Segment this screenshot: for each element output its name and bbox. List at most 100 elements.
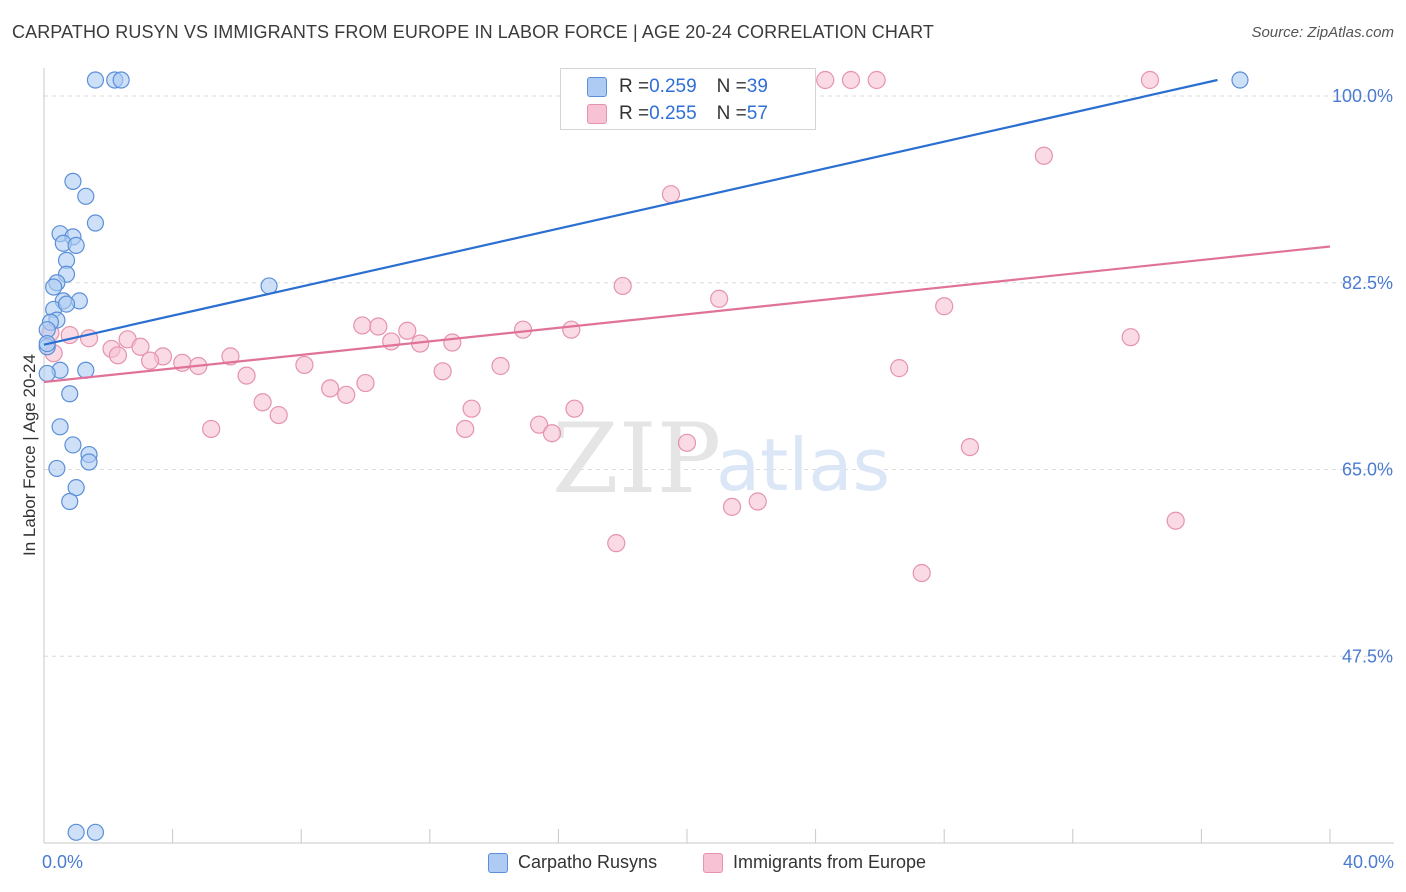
- immigrants-point: [321, 379, 340, 398]
- immigrants-point: [369, 317, 388, 336]
- immigrants-point: [398, 321, 417, 340]
- y-tick-label: 65.0%: [1342, 460, 1393, 480]
- carpatho-point: [48, 459, 66, 478]
- legend-n-value: 57: [746, 103, 768, 124]
- correlation-legend: R = 0.259 N = 39 R = 0.255 N = 57: [560, 68, 816, 130]
- trend-lines: [43, 78, 1331, 384]
- immigrants-point: [1140, 70, 1160, 90]
- legend-swatch-pink: [703, 852, 723, 873]
- y-tick-label: 47.5%: [1342, 646, 1393, 666]
- immigrants-point: [607, 534, 626, 553]
- immigrants-point: [131, 337, 150, 356]
- immigrants-point: [542, 424, 562, 443]
- carpatho-point: [45, 278, 63, 296]
- y-tick-label: 82.5%: [1342, 273, 1393, 293]
- immigrants-point: [562, 320, 581, 339]
- carpatho-trend-line: [43, 78, 1218, 346]
- carpatho-point: [86, 71, 105, 89]
- immigrants-point: [530, 415, 549, 434]
- immigrants-point: [960, 437, 980, 457]
- immigrants-point: [337, 385, 356, 404]
- legend-r-value: 0.255: [649, 103, 697, 124]
- immigrants-point: [462, 399, 481, 418]
- y-tick-label: 100.0%: [1332, 86, 1393, 106]
- immigrants-point: [443, 333, 462, 352]
- immigrants-trend-line: [43, 245, 1331, 384]
- immigrants-point: [748, 492, 767, 511]
- x-tick-label-max: 40.0%: [1342, 852, 1394, 872]
- immigrants-point: [353, 316, 372, 335]
- carpatho-point: [1231, 71, 1249, 89]
- immigrants-point: [867, 70, 886, 90]
- immigrants-point: [816, 70, 835, 90]
- immigrants-point: [108, 346, 128, 365]
- immigrants-point: [382, 332, 401, 351]
- legend-r-value: 0.259: [649, 76, 697, 97]
- immigrants-point: [295, 355, 314, 375]
- carpatho-point: [67, 479, 85, 497]
- carpatho-point: [77, 361, 95, 379]
- immigrants-point: [710, 289, 729, 308]
- legend-n-value: 39: [746, 76, 768, 97]
- immigrants-point: [677, 433, 697, 452]
- carpatho-point: [64, 436, 82, 454]
- carpatho-point: [51, 418, 69, 436]
- legend-r-label: R =: [619, 76, 650, 97]
- immigrants-point: [356, 373, 375, 393]
- immigrants-point: [661, 185, 681, 204]
- immigrants-point: [890, 359, 909, 378]
- legend-row-immigrants: R = 0.255 N = 57: [619, 101, 768, 127]
- source-label: Source: ZipAtlas.com: [1251, 24, 1394, 41]
- chart-title: CARPATHO RUSYN VS IMMIGRANTS FROM EUROPE…: [12, 22, 934, 42]
- immigrants-point: [613, 276, 632, 296]
- immigrants-point: [456, 419, 475, 439]
- carpatho-point: [61, 492, 79, 511]
- legend-label: Immigrants from Europe: [733, 852, 927, 872]
- watermark-zip: ZIP: [552, 403, 721, 515]
- series-legend: Carpatho Rusyns Immigrants from Europe: [0, 852, 1406, 878]
- immigrants-point: [1166, 511, 1185, 530]
- immigrants-point: [433, 362, 452, 381]
- watermark: ZIP atlas: [552, 403, 890, 515]
- legend-swatch-blue: [587, 77, 607, 97]
- legend-row-carpatho: R = 0.259 N = 39: [619, 74, 768, 100]
- legend-r-label: R =: [619, 103, 650, 124]
- legend-n-label: N =: [716, 76, 747, 97]
- carpatho-point: [67, 236, 85, 255]
- immigrants-point: [1034, 146, 1053, 165]
- carpatho-point: [86, 214, 105, 232]
- carpatho-rusyns-points: [38, 71, 1249, 841]
- immigrants-point: [565, 399, 584, 418]
- immigrants-point: [221, 347, 240, 366]
- immigrants-point: [253, 393, 272, 412]
- legend-item-carpatho-rusyns[interactable]: Carpatho Rusyns: [488, 852, 657, 873]
- immigrants-point: [912, 563, 931, 583]
- immigrants-point: [202, 419, 221, 439]
- immigrants-point: [513, 320, 533, 339]
- carpatho-point: [38, 364, 56, 383]
- carpatho-point: [86, 823, 105, 841]
- immigrants-point: [722, 497, 742, 516]
- immigrants-point: [269, 405, 288, 425]
- legend-swatch-pink: [587, 104, 607, 124]
- carpatho-point: [112, 71, 130, 89]
- legend-item-immigrants-from-europe[interactable]: Immigrants from Europe: [703, 852, 926, 873]
- legend-label: Carpatho Rusyns: [518, 852, 658, 872]
- carpatho-point: [61, 385, 79, 403]
- axes: 100.0% 82.5% 65.0% 47.5%: [43, 68, 1394, 844]
- immigrants-point: [841, 70, 861, 90]
- immigrants-point: [935, 297, 954, 316]
- carpatho-point: [57, 295, 76, 313]
- immigrants-point: [491, 356, 510, 376]
- carpatho-point: [80, 453, 98, 471]
- immigrants-from-europe-points: [41, 70, 1185, 583]
- legend-swatch-blue: [488, 852, 508, 873]
- watermark-atlas: atlas: [716, 423, 890, 507]
- legend-n-label: N =: [716, 103, 747, 124]
- immigrants-point: [237, 366, 256, 385]
- x-tick-label-min: 0.0%: [42, 852, 84, 872]
- carpatho-point: [64, 172, 82, 190]
- immigrants-point: [1121, 328, 1140, 347]
- carpatho-point: [77, 187, 95, 205]
